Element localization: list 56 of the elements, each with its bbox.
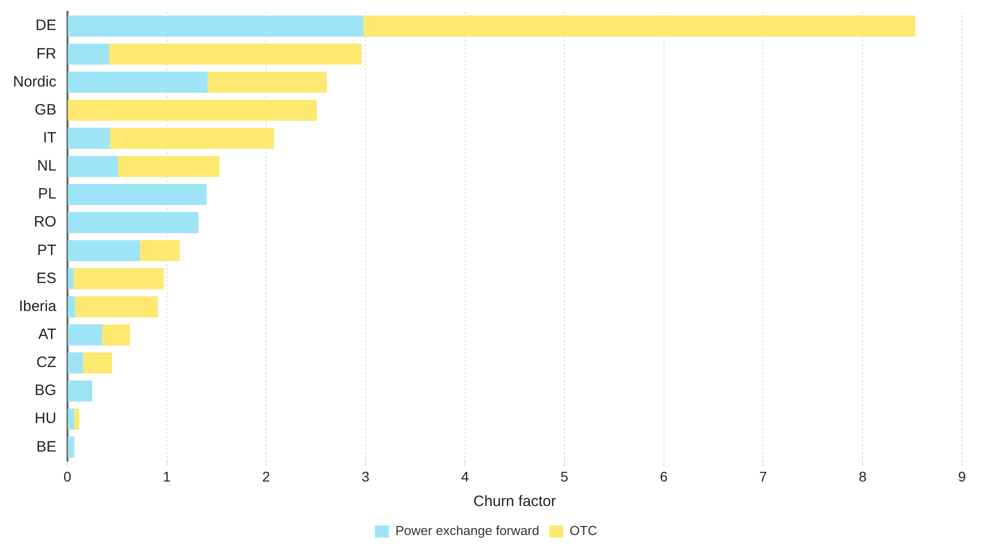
y-tick-label: ES	[36, 270, 56, 287]
y-tick-label: NL	[37, 158, 56, 175]
bar	[68, 296, 76, 318]
bar	[73, 268, 164, 290]
y-tick-label: AT	[38, 326, 56, 344]
bar	[68, 16, 364, 37]
x-tick-label: 6	[660, 468, 668, 484]
y-tick-label: BG	[34, 382, 56, 400]
bar	[68, 380, 92, 402]
y-tick-label: BE	[36, 438, 56, 456]
y-tick-label: HU	[34, 410, 56, 428]
x-tick-label: 2	[262, 468, 270, 484]
bar	[68, 156, 118, 177]
y-tick-label: DE	[36, 17, 56, 34]
bar	[74, 408, 80, 430]
bar	[68, 352, 84, 374]
x-tick-label: 0	[63, 468, 72, 484]
y-tick-label: Nordic	[12, 73, 57, 90]
bar	[68, 184, 207, 206]
x-tick-label: 5	[560, 468, 568, 484]
bar	[102, 324, 130, 346]
y-tick-label: CZ	[36, 354, 56, 372]
y-tick-label: RO	[34, 214, 56, 231]
bar	[68, 128, 110, 149]
bar	[364, 16, 916, 37]
y-tick-label: PL	[38, 186, 56, 203]
x-tick-label: 7	[759, 468, 768, 484]
bar	[68, 268, 74, 290]
bar	[68, 100, 317, 121]
bar	[68, 324, 102, 346]
x-tick-label: 8	[858, 468, 867, 484]
bar	[68, 212, 199, 234]
y-tick-label: GB	[34, 101, 56, 118]
x-tick-label: 9	[958, 468, 966, 484]
bar	[208, 72, 327, 93]
x-tick-label: 4	[461, 468, 470, 484]
bar	[68, 44, 110, 65]
bar	[110, 128, 274, 149]
x-tick-label: 3	[362, 468, 370, 484]
bar	[83, 352, 112, 374]
x-axis-title: Churn factor	[473, 493, 556, 510]
bar	[118, 156, 220, 177]
legend-label: OTC	[570, 523, 598, 538]
bar	[68, 436, 74, 458]
x-tick-label: 1	[162, 468, 171, 484]
bar	[109, 44, 362, 65]
y-tick-label: PT	[37, 242, 56, 259]
bar	[75, 296, 158, 318]
y-tick-label: FR	[36, 45, 57, 62]
legend-label: Power exchange forward	[395, 523, 540, 538]
bar	[68, 408, 74, 430]
y-tick-label: IT	[43, 129, 56, 146]
bar	[68, 72, 208, 93]
bar	[68, 240, 140, 262]
y-tick-label: Iberia	[18, 298, 57, 315]
bar	[140, 240, 180, 262]
